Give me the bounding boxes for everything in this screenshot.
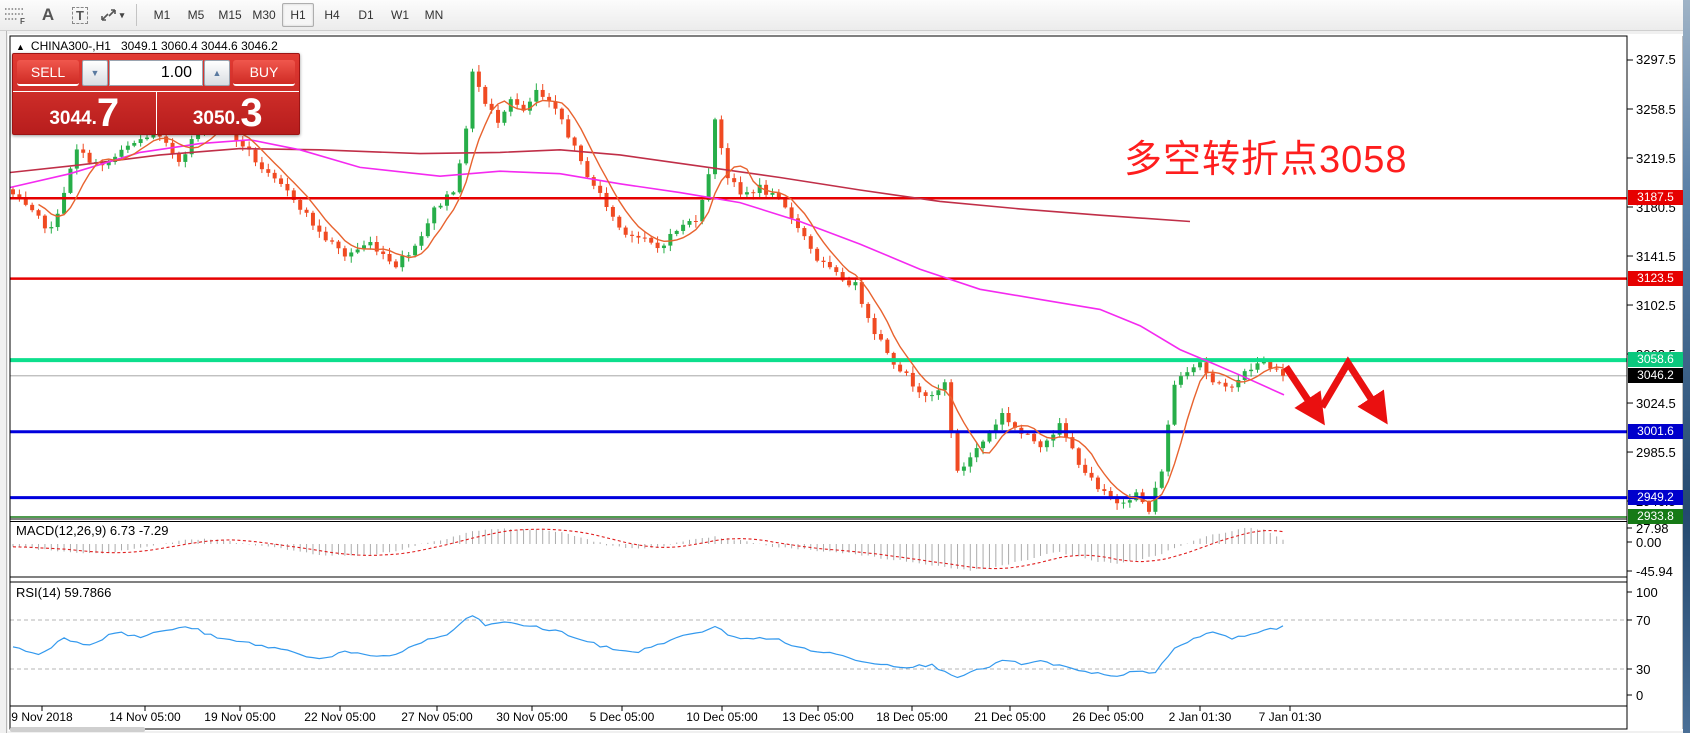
buy-button[interactable]: BUY [233,59,295,86]
text-tool-glyph: T [72,6,88,24]
timeframe-button-w1[interactable]: W1 [391,8,409,22]
level-price-label: 3058.6 [1628,352,1683,368]
svg-text:F: F [20,17,25,24]
collapse-triangle-icon[interactable]: ▲ [16,42,25,52]
timeframe-button-mn[interactable]: MN [424,8,444,22]
price-axis-tick: 3297.5 [1636,52,1676,68]
timeframe-button-m15[interactable]: M15 [218,8,242,22]
trend-arrow [1318,356,1388,425]
candles [11,65,1286,515]
window-left-edge [6,0,7,733]
medium-ma-line [9,138,1285,396]
macd-signal-line [12,528,1284,570]
price-axis-tick: 2985.5 [1636,444,1676,460]
time-axis-label: 13 Dec 05:00 [782,710,854,724]
text-label-tool-icon[interactable]: A [41,5,55,24]
volume-increase-button[interactable]: ▲ [204,59,230,86]
volume-input[interactable]: 1.00 [109,59,203,86]
level-price-label: 2933.8 [1628,508,1683,524]
symbol-period-label: CHINA300-,H1 [30,39,111,53]
price-axis-tick: 3102.5 [1636,297,1676,313]
time-axis-label: 21 Dec 05:00 [974,710,1046,724]
time-axis-label: 10 Dec 05:00 [686,710,758,724]
dotted-grid-f-icon[interactable]: F [3,3,29,27]
time-axis-label: 19 Nov 05:00 [204,710,276,724]
timeframe-button-m5[interactable]: M5 [187,8,205,22]
rsi-indicator-label: RSI(14) 59.7866 [16,585,112,600]
sell-price-small: 3044 [49,108,92,129]
trend-arrow [1283,365,1325,426]
dropdown-caret-icon: ▾ [119,9,125,20]
indicator-axis-tick: 0.00 [1636,534,1662,550]
indicator-axis-tick: 100 [1636,584,1658,600]
indicator-axis-tick: 0 [1636,687,1644,703]
window-right-border [1683,0,1690,733]
sell-button[interactable]: SELL [17,59,79,86]
price-divider [155,92,157,134]
time-axis-label: 27 Nov 05:00 [401,710,473,724]
chinese-annotation-text: 多空转折点3058 [1124,139,1408,181]
toolbar: F A T ▾ M1 M5 M15 M30 H1 H4 D1 W1 MN [0,0,1684,31]
price-axis-tick: 3141.5 [1636,248,1676,264]
macd-indicator-label: MACD(12,26,9) 6.73 -7.29 [16,523,169,538]
level-price-label: 3046.2 [1628,367,1683,383]
timeframe-button-h4[interactable]: H4 [324,8,340,22]
slow-ma-line [9,147,1191,223]
text-tool-icon[interactable]: T [67,3,93,27]
trade-prices-row: 3044. 7 3050. 3 [13,91,299,134]
one-click-trade-panel: SELL ▼ 1.00 ▲ BUY 3044. 7 3050. 3 [12,53,300,135]
chart-title: ▲ CHINA300-,H1 3049.1 3060.4 3044.6 3046.2 [16,39,278,53]
time-axis-label: 7 Jan 01:30 [1258,710,1322,724]
buy-price-sep: . [235,108,241,129]
time-axis-label: 2 Jan 01:30 [1168,710,1232,724]
price-axis-tick: 3219.5 [1636,150,1676,166]
ohlc-values: 3049.1 3060.4 3044.6 3046.2 [120,39,278,53]
timeframe-button-d1[interactable]: D1 [358,8,374,22]
sell-price-sep: . [91,108,97,129]
volume-decrease-button[interactable]: ▼ [82,59,108,86]
timeframe-button-m1[interactable]: M1 [153,8,171,22]
level-price-label: 3001.6 [1628,423,1683,439]
price-axis-tick: 3024.5 [1636,395,1676,411]
timeframe-bar: M1 M5 M15 M30 H1 H4 D1 W1 MN [145,3,451,27]
horizontal-scrollbar-thumb[interactable] [10,727,145,732]
buy-price[interactable]: 3050. 3 [157,92,300,134]
dotted-grid-glyph: F [5,8,25,24]
time-axis-label: 14 Nov 05:00 [109,710,181,724]
indicator-axis-tick: -45.94 [1636,563,1673,579]
fast-ma-line [38,99,1284,503]
cursor-tools-icon[interactable]: ▾ [99,3,125,27]
timeframe-button-m30[interactable]: M30 [252,8,276,22]
buy-price-big: 3 [240,91,263,135]
time-axis-label: 22 Nov 05:00 [304,710,376,724]
sell-price-big: 7 [96,91,120,135]
rsi-line [12,615,1284,679]
indicator-axis-tick: 27.98 [1636,520,1669,536]
level-price-label: 3187.5 [1628,190,1683,206]
level-price-label: 3123.5 [1628,270,1683,286]
time-axis-label: 18 Dec 05:00 [876,710,948,724]
level-price-label: 2949.2 [1628,489,1683,505]
time-axis-label: 26 Dec 05:00 [1072,710,1144,724]
indicator-axis-tick: 30 [1636,661,1651,677]
price-axis-tick: 3258.5 [1636,101,1676,117]
timeframe-button-h1[interactable]: H1 [282,3,314,27]
trade-controls-row: SELL ▼ 1.00 ▲ BUY [13,54,299,89]
time-axis-label: 9 Nov 2018 [11,710,73,724]
sell-price[interactable]: 3044. 7 [13,92,156,134]
chart-window [8,34,1684,731]
toolbar-separator [136,4,137,26]
time-axis-label: 30 Nov 05:00 [496,710,568,724]
time-axis-label: 5 Dec 05:00 [589,710,655,724]
buy-price-small: 3050 [192,108,236,129]
diagonal-arrows-glyph [100,9,116,21]
indicator-axis-tick: 70 [1636,612,1651,628]
